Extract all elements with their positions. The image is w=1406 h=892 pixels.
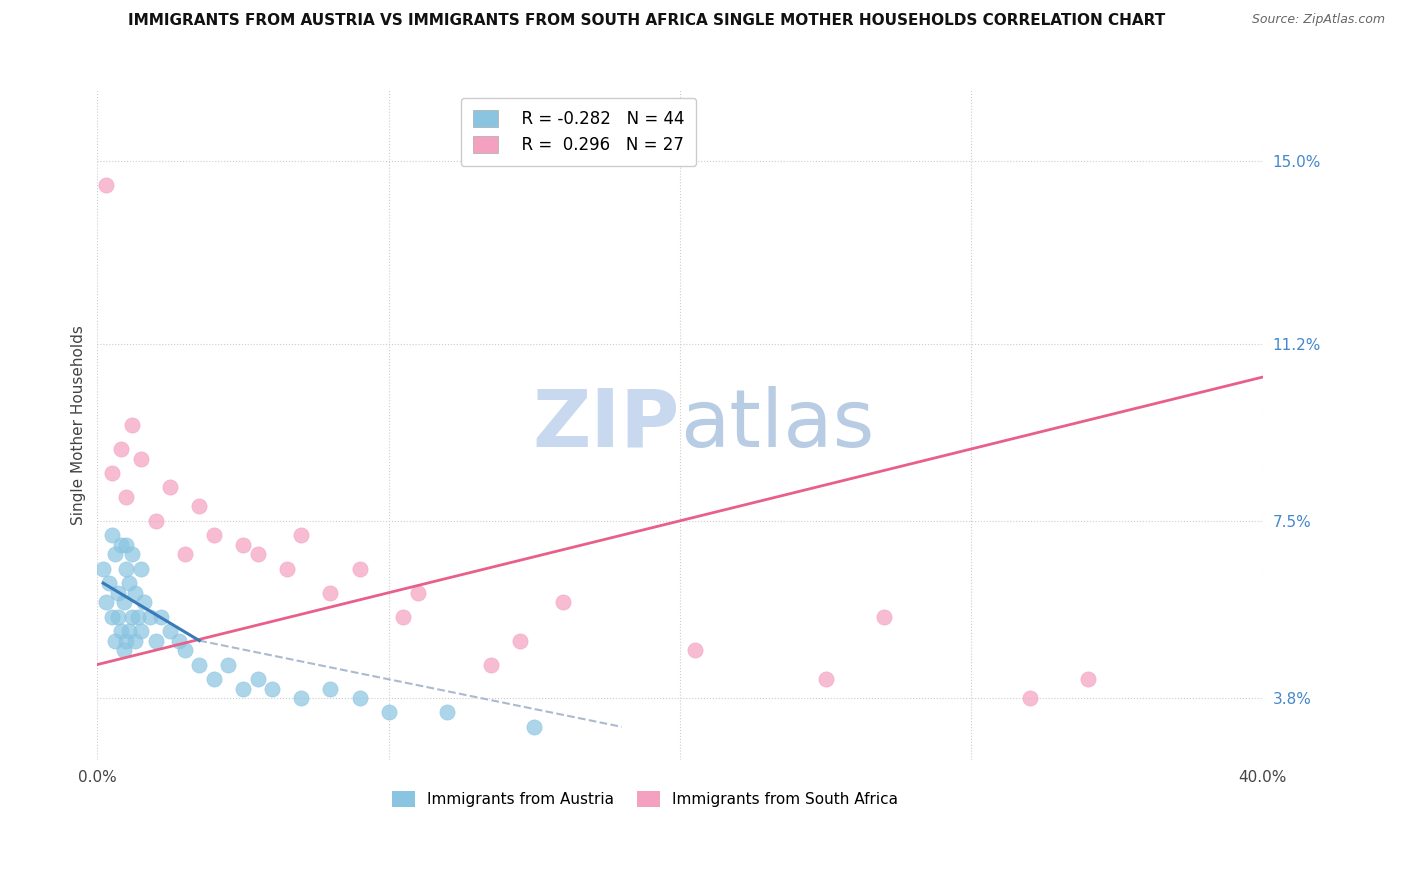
Point: [110, 624, 132, 638]
Point: [406, 585, 429, 599]
Point: [349, 562, 371, 576]
Point: [110, 442, 132, 456]
Point: [115, 562, 138, 576]
Point: [121, 417, 143, 432]
Point: [392, 609, 415, 624]
Point: [436, 706, 458, 720]
Point: [188, 500, 211, 514]
Point: [814, 672, 837, 686]
Point: [167, 633, 190, 648]
Point: [873, 609, 896, 624]
Point: [1018, 691, 1040, 706]
Text: ZIP: ZIP: [533, 386, 681, 464]
Point: [129, 451, 152, 466]
Point: [115, 490, 138, 504]
Point: [377, 706, 399, 720]
Point: [246, 672, 269, 686]
Point: [173, 547, 195, 561]
Point: [217, 657, 239, 672]
Point: [104, 633, 127, 648]
Point: [101, 609, 124, 624]
Point: [107, 609, 129, 624]
Point: [127, 609, 149, 624]
Point: [262, 681, 284, 696]
Point: [349, 691, 371, 706]
Text: IMMIGRANTS FROM AUSTRIA VS IMMIGRANTS FROM SOUTH AFRICA SINGLE MOTHER HOUSEHOLDS: IMMIGRANTS FROM AUSTRIA VS IMMIGRANTS FR…: [128, 13, 1166, 29]
Point: [232, 681, 254, 696]
Point: [509, 633, 531, 648]
Point: [173, 643, 195, 657]
Point: [290, 528, 312, 542]
Point: [159, 480, 181, 494]
Point: [112, 595, 135, 609]
Point: [479, 657, 502, 672]
Point: [132, 595, 155, 609]
Point: [246, 547, 269, 561]
Point: [94, 178, 117, 193]
Point: [129, 624, 152, 638]
Point: [124, 585, 146, 599]
Point: [98, 576, 121, 591]
Point: [276, 562, 298, 576]
Point: [115, 633, 138, 648]
Point: [145, 514, 167, 528]
Text: atlas: atlas: [681, 386, 875, 464]
Point: [1077, 672, 1099, 686]
Point: [523, 720, 546, 734]
Point: [232, 538, 254, 552]
Point: [121, 547, 143, 561]
Point: [553, 595, 575, 609]
Point: [188, 657, 211, 672]
Point: [129, 562, 152, 576]
Point: [110, 538, 132, 552]
Point: [107, 585, 129, 599]
Point: [150, 609, 173, 624]
Point: [94, 595, 117, 609]
Point: [319, 585, 342, 599]
Point: [202, 672, 225, 686]
Text: Source: ZipAtlas.com: Source: ZipAtlas.com: [1251, 13, 1385, 27]
Point: [101, 466, 124, 480]
Point: [159, 624, 181, 638]
Point: [124, 633, 146, 648]
Point: [145, 633, 167, 648]
Y-axis label: Single Mother Households: Single Mother Households: [72, 325, 86, 524]
Point: [112, 643, 135, 657]
Point: [104, 547, 127, 561]
Point: [683, 643, 706, 657]
Point: [290, 691, 312, 706]
Point: [118, 624, 141, 638]
Point: [121, 609, 143, 624]
Point: [202, 528, 225, 542]
Point: [139, 609, 162, 624]
Point: [118, 576, 141, 591]
Point: [101, 528, 124, 542]
Point: [91, 562, 114, 576]
Point: [115, 538, 138, 552]
Point: [319, 681, 342, 696]
Legend: Immigrants from Austria, Immigrants from South Africa: Immigrants from Austria, Immigrants from…: [385, 785, 904, 814]
